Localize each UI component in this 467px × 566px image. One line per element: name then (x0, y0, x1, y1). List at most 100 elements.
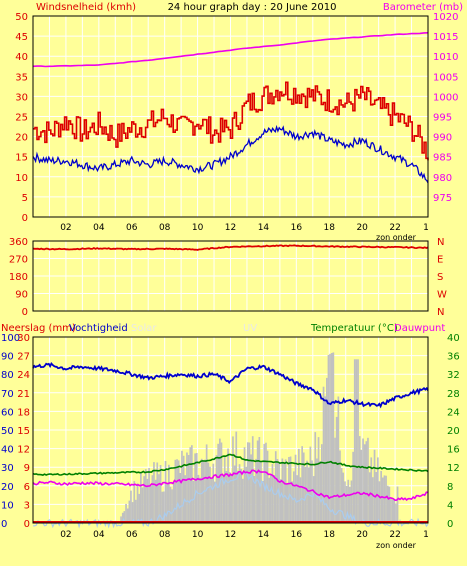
rain-bar (135, 499, 137, 523)
rain-bar (316, 458, 318, 523)
rain-bar (243, 447, 246, 523)
wind-tick-label: 10 (15, 173, 28, 184)
rain-bar (200, 458, 203, 523)
humidity-tick-label: 40 (1, 445, 14, 456)
baro-tick-label: 985 (433, 153, 452, 164)
rain-bar (283, 462, 285, 523)
temp-tick-label: 28 (447, 389, 460, 400)
rain-bar (352, 451, 354, 523)
rain-bar (329, 353, 331, 523)
baro-tick-label: 990 (433, 133, 452, 144)
rain-bar (159, 465, 162, 523)
rain-bar (312, 476, 315, 523)
rain-bar (370, 457, 373, 523)
rain-bar (171, 489, 173, 523)
time-tick-label: 10 (192, 223, 204, 233)
rain-bar (240, 468, 243, 523)
rain-bar (260, 460, 262, 523)
time-tick-label: 08 (159, 223, 171, 233)
baro-tick-label: 1000 (433, 92, 458, 103)
rain-bar (220, 442, 223, 523)
chart-title: 24 hour graph day : 20 June 2010 (168, 2, 337, 13)
temp-tick-label: 4 (447, 500, 453, 511)
baro-tick-label: 975 (433, 193, 452, 204)
rain-tick-label: 6 (24, 482, 30, 493)
humidity-tick-label: 90 (1, 352, 14, 363)
time-tick-label: 12 (225, 223, 236, 233)
time-tick-label: 22 (389, 530, 400, 540)
rain-bar (294, 454, 297, 523)
rain-bar (154, 479, 157, 523)
time-tick-label: 20 (356, 530, 368, 540)
rain-bar (319, 461, 322, 523)
rain-bar (210, 478, 213, 523)
rain-bar (187, 455, 190, 523)
wind-tick-label: 25 (15, 113, 28, 124)
uv-axis-label: UV (243, 323, 257, 334)
rain-bar (391, 499, 394, 523)
rain-bar (195, 453, 198, 523)
temperature-line (32, 453, 429, 476)
rain-bar (385, 475, 387, 523)
rain-bar (174, 459, 177, 523)
rain-tick-label: 27 (17, 352, 30, 363)
rain-bar (332, 352, 335, 523)
baro-tick-label: 995 (433, 113, 452, 124)
rain-tick-label: 0 (24, 519, 30, 530)
rain-bar (223, 456, 226, 523)
humidity-tick-label: 80 (1, 370, 14, 381)
series-layer (32, 32, 429, 529)
rain-tick-label: 24 (17, 370, 30, 381)
rain-bar (353, 359, 356, 523)
temp-tick-label: 36 (447, 352, 460, 363)
rain-bar (284, 459, 287, 523)
rain-bar (270, 474, 272, 523)
rain-bar (388, 486, 391, 523)
rain-bar (233, 465, 236, 523)
rain-bar (205, 444, 208, 523)
rain-bar (301, 446, 303, 523)
rain-bar (368, 472, 371, 523)
baro-axis-label: Barometer (mb) (383, 2, 463, 13)
rain-bar (365, 441, 368, 523)
time-tick-label: 02 (60, 223, 71, 233)
rain-bar (126, 508, 129, 523)
humidity-tick-label: 10 (1, 500, 14, 511)
wind-gust-line (33, 81, 429, 161)
sunset-label-top: zon onder (376, 233, 417, 242)
baro-tick-label: 1015 (433, 32, 458, 43)
rain-bar (144, 469, 147, 523)
rain-bar (286, 483, 289, 523)
rain-bar (309, 446, 312, 523)
wind-tick-label: 0 (22, 213, 28, 224)
sunset-label-bottom: zon onder (376, 541, 417, 550)
rain-bar (279, 479, 282, 523)
rain-bar (207, 462, 210, 523)
rain-bar (288, 457, 290, 523)
rain-bar (326, 377, 328, 523)
humidity-tick-label: 100 (1, 333, 20, 344)
rain-bar (367, 437, 369, 523)
rain-bar (390, 499, 392, 523)
humidity-tick-label: 20 (1, 482, 14, 493)
rain-bar (263, 443, 266, 523)
baro-tick-label: 1020 (433, 12, 458, 23)
rain-bar (143, 476, 145, 523)
humidity-tick-label: 30 (1, 463, 14, 474)
rain-bar (121, 512, 124, 523)
winddir-tick-label: 90 (15, 290, 28, 301)
temp-tick-label: 40 (447, 333, 460, 344)
frame-layer (32, 15, 429, 524)
rain-bar (217, 443, 219, 523)
rain-bar (136, 483, 139, 523)
temp-tick-label: 16 (447, 445, 460, 456)
temp-tick-label: 0 (447, 519, 453, 530)
rain-bar (242, 478, 244, 523)
compass-tick-label: W (437, 290, 447, 301)
humidity-line (32, 362, 429, 409)
rain-bar (355, 359, 358, 523)
rain-bar (358, 436, 361, 523)
rain-bar (289, 456, 292, 523)
time-tick-label: 1 (423, 223, 429, 233)
winddir-tick-label: 180 (9, 272, 28, 283)
